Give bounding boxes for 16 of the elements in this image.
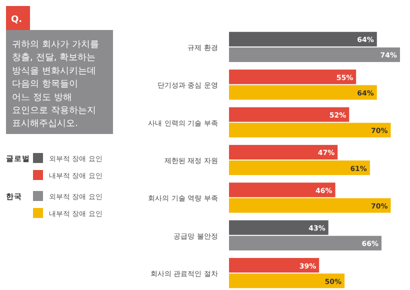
bar <box>229 47 400 62</box>
bar <box>229 160 370 176</box>
bar <box>229 258 320 273</box>
bar <box>229 122 391 138</box>
bar <box>229 220 328 235</box>
bar <box>229 107 350 122</box>
bar <box>229 198 391 213</box>
text: 귀하의 회사가 가치를 창출, 전달, 확보하는 방식을 변화시키는데 다음의 항목들이 어느 정도 방해 요인으로 작용하는지 표시해주십시오. <box>12 39 99 130</box>
bar <box>229 182 336 198</box>
bar <box>229 144 338 160</box>
bar <box>229 85 377 100</box>
bar <box>229 32 377 46</box>
bar <box>229 70 356 84</box>
bar <box>229 274 345 288</box>
text: Q. <box>11 15 22 25</box>
bar <box>229 236 382 250</box>
